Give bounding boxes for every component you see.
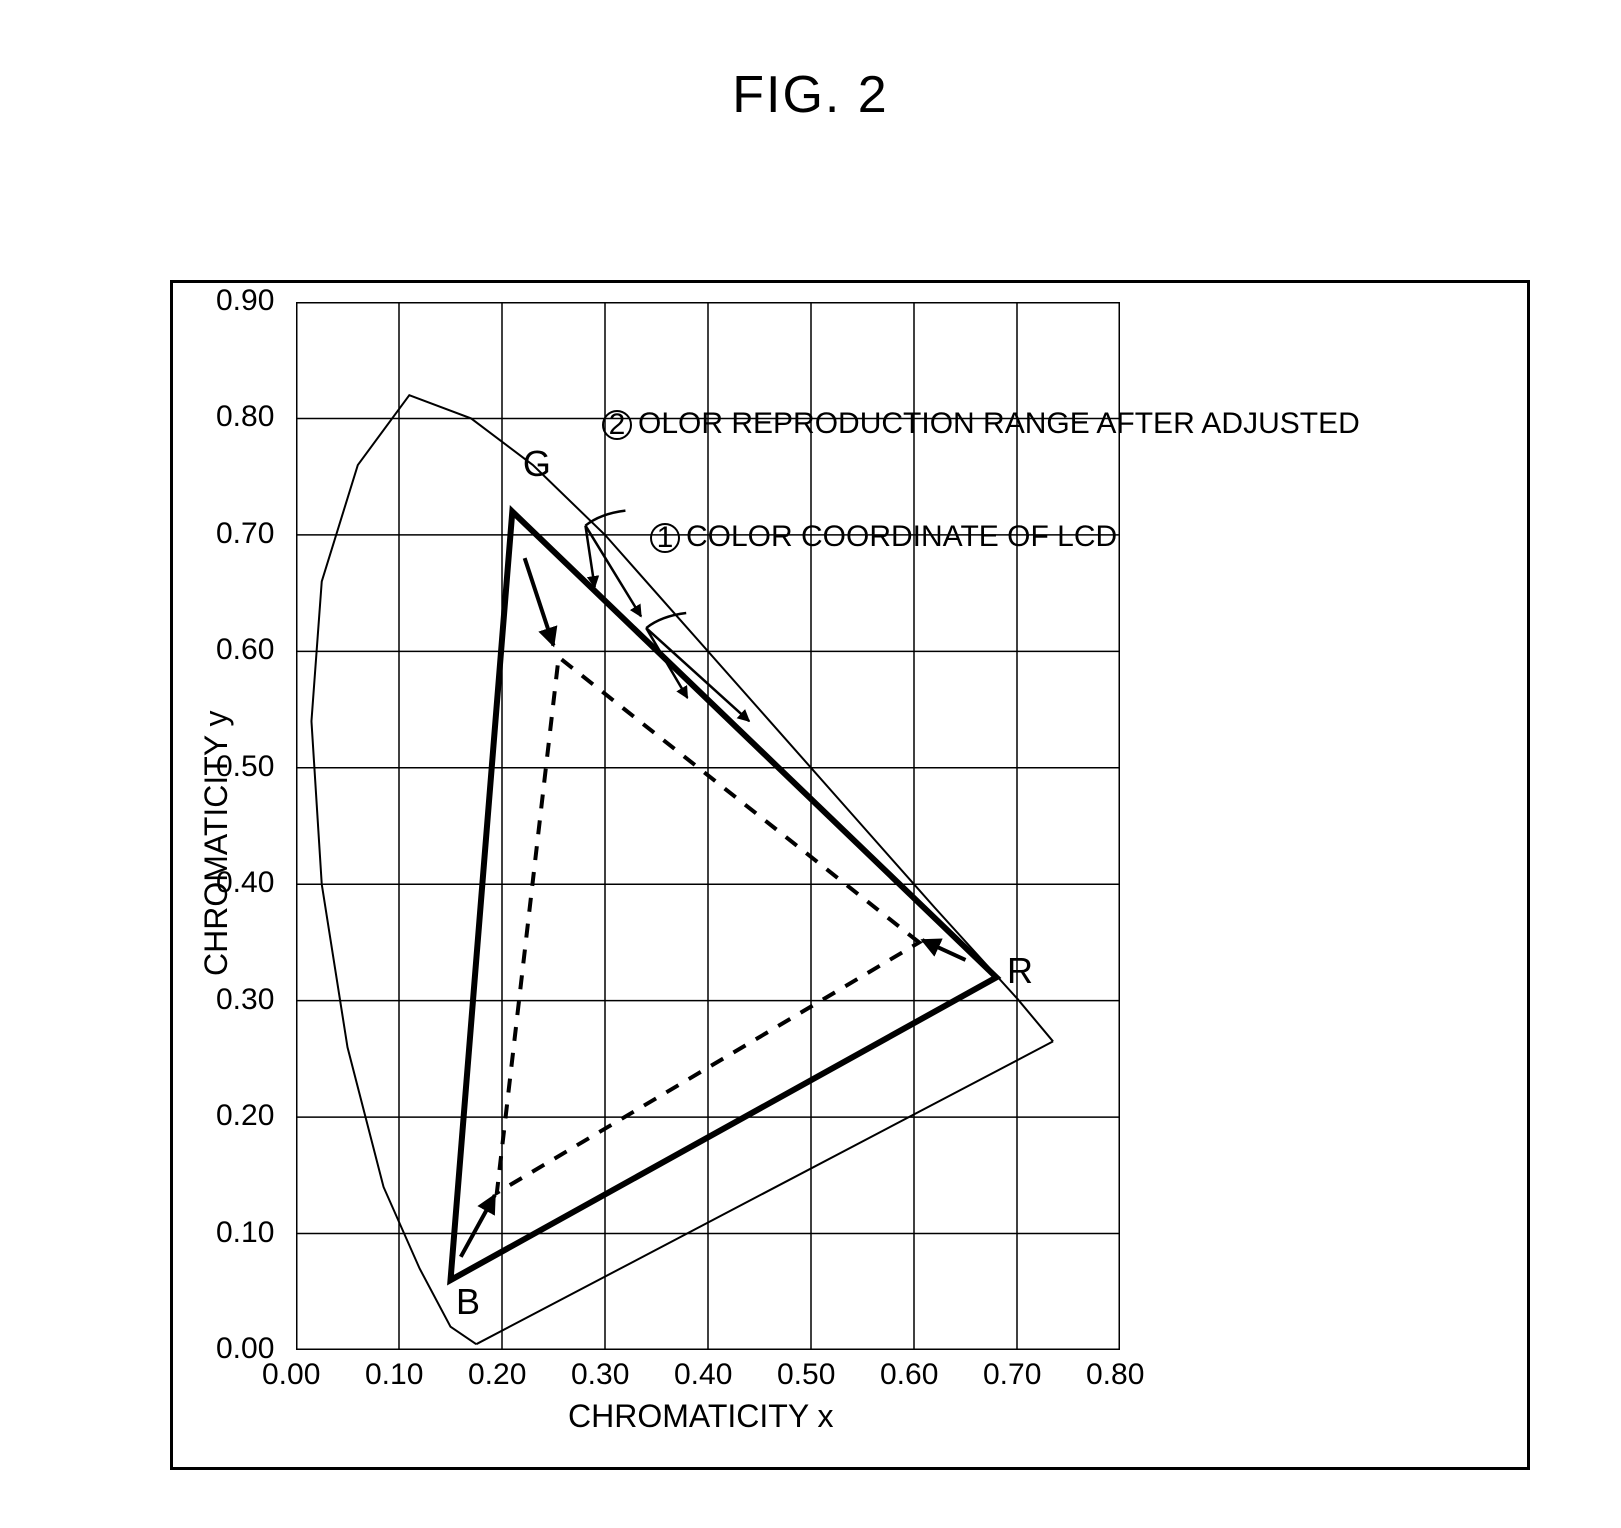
x-tick-label: 0.20 xyxy=(468,1358,526,1392)
callout-1: 1COLOR COORDINATE OF LCD xyxy=(650,520,1117,554)
x-tick-label: 0.60 xyxy=(880,1358,938,1392)
callout-2-number: 2 xyxy=(602,410,632,440)
vertex-label-g: G xyxy=(523,443,551,485)
y-tick-label: 0.50 xyxy=(216,750,274,784)
y-tick-label: 0.70 xyxy=(216,517,274,551)
x-tick-label: 0.40 xyxy=(674,1358,732,1392)
x-axis-label: CHROMATICITY x xyxy=(568,1398,833,1435)
vertex-label-r: R xyxy=(1007,950,1033,992)
y-tick-label: 0.60 xyxy=(216,633,274,667)
y-tick-label: 0.10 xyxy=(216,1216,274,1250)
callout-1-number: 1 xyxy=(650,523,680,553)
x-tick-label: 0.80 xyxy=(1086,1358,1144,1392)
y-tick-label: 0.40 xyxy=(216,866,274,900)
x-tick-label: 0.50 xyxy=(777,1358,835,1392)
callout-2-text: OLOR REPRODUCTION RANGE AFTER ADJUSTED xyxy=(638,407,1360,440)
callout-1-text: COLOR COORDINATE OF LCD xyxy=(686,520,1117,553)
figure-title: FIG. 2 xyxy=(732,65,888,125)
y-tick-label: 0.80 xyxy=(216,400,274,434)
vertex-label-b: B xyxy=(456,1281,480,1323)
x-tick-label: 0.10 xyxy=(365,1358,423,1392)
y-tick-label: 0.20 xyxy=(216,1099,274,1133)
y-tick-label: 0.30 xyxy=(216,983,274,1017)
chromaticity-plot xyxy=(296,302,1120,1350)
y-tick-label: 0.00 xyxy=(216,1332,274,1366)
x-tick-label: 0.70 xyxy=(983,1358,1041,1392)
x-tick-label: 0.30 xyxy=(571,1358,629,1392)
callout-2: 2OLOR REPRODUCTION RANGE AFTER ADJUSTED xyxy=(602,407,1360,441)
y-tick-label: 0.90 xyxy=(216,284,274,318)
